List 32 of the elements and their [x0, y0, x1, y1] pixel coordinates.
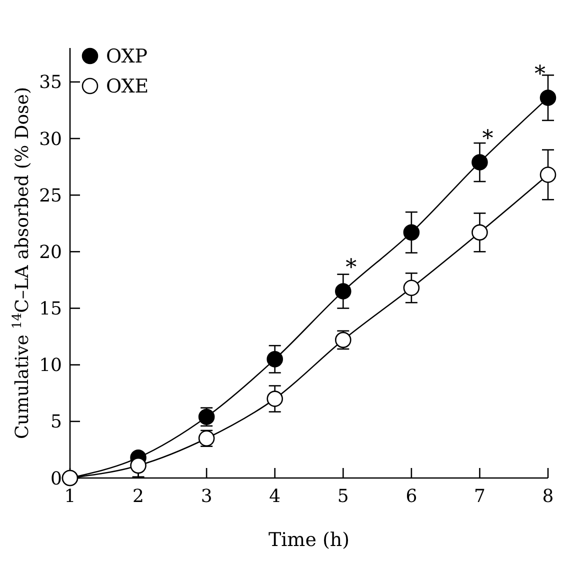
y-tick-label: 0 — [50, 468, 62, 490]
point — [472, 154, 488, 170]
legend-label: OXP — [106, 46, 148, 68]
point — [334, 283, 352, 300]
x-tick-label: 3 — [200, 486, 212, 507]
x-tick-label: 2 — [132, 486, 144, 507]
x-tick-label: 8 — [542, 486, 554, 507]
point — [266, 351, 284, 368]
x-tick-label: 5 — [337, 486, 349, 507]
y-tick-label: 30 — [39, 128, 62, 150]
point — [130, 457, 146, 474]
x-axis-title: Time (h) — [268, 529, 350, 551]
annotation: * — [534, 62, 546, 87]
y-tick-label: 20 — [39, 242, 62, 263]
point — [540, 166, 556, 183]
y-tick-label: 35 — [39, 72, 62, 94]
legend-label: OXE — [106, 76, 149, 98]
point — [266, 390, 284, 407]
point — [540, 90, 556, 106]
point — [472, 224, 488, 241]
x-tick-label: 1 — [64, 486, 76, 507]
y-tick-label: 5 — [50, 412, 62, 433]
annotation: * — [346, 255, 357, 280]
x-tick-label: 7 — [474, 486, 486, 507]
point — [403, 280, 420, 296]
x-tick-label: 4 — [269, 486, 281, 507]
y-tick-label: 25 — [39, 185, 62, 206]
point — [403, 224, 420, 241]
annotation: * — [482, 126, 494, 152]
y-tick-label: 15 — [39, 298, 62, 320]
y-tick-label: 10 — [39, 355, 62, 376]
x-tick-label: 6 — [406, 486, 418, 507]
